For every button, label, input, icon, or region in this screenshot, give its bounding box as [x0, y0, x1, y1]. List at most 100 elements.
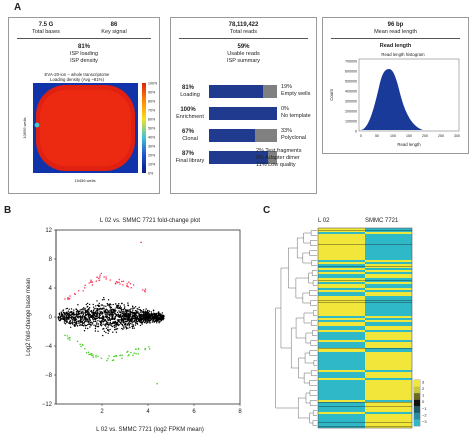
isp-row-pct: 87%	[181, 151, 194, 157]
ma-point	[121, 327, 123, 330]
ma-point	[87, 312, 89, 315]
heatmap-cell	[318, 340, 365, 343]
heatmap-cell	[318, 228, 365, 231]
ma-point	[98, 305, 101, 307]
ma-point	[115, 314, 118, 317]
chip-edge-spot	[34, 122, 40, 128]
ma-y-tick: 8	[49, 257, 53, 263]
ma-point	[60, 311, 62, 313]
ma-point	[109, 328, 111, 331]
ma-point	[107, 322, 109, 324]
ma-point	[82, 312, 85, 314]
ma-point	[81, 323, 84, 325]
ma-point	[81, 308, 83, 311]
ma-point	[158, 316, 160, 318]
histogram-x-tick: 0	[360, 134, 362, 138]
ma-point	[104, 324, 106, 326]
ma-point	[134, 316, 136, 319]
ma-point	[91, 310, 93, 313]
ma-point	[103, 305, 105, 307]
heatmap-cell	[318, 424, 365, 427]
heatmap-cell	[365, 410, 412, 413]
isp-row-clonal: 67% Clonal 33% Polyclonal	[171, 128, 316, 150]
legend-swatch	[414, 399, 420, 407]
ma-point	[75, 308, 77, 310]
ma-point	[106, 302, 109, 305]
ma-point	[116, 304, 119, 306]
ma-point	[84, 327, 87, 329]
heatmap-cell	[318, 294, 365, 297]
ma-point-up	[142, 289, 144, 291]
ma-point	[125, 328, 128, 330]
heatmap-dendrogram	[275, 230, 317, 426]
heatmap-cell	[318, 388, 365, 391]
ma-point	[91, 312, 93, 314]
ma-point	[83, 307, 85, 309]
heatmap-cell	[318, 360, 365, 363]
ma-point	[117, 324, 120, 327]
heatmap-cell	[365, 378, 412, 381]
heatmap-cell	[365, 288, 412, 291]
ma-point	[129, 310, 132, 313]
heatmap-cell	[318, 322, 365, 325]
density-color-scale	[142, 83, 146, 173]
ma-point-up	[105, 276, 107, 278]
ma-point	[140, 322, 143, 324]
isp-row-right-pct: 33%	[281, 128, 293, 134]
ma-ylabel: Log2 fold-change base mean	[26, 278, 32, 356]
ma-point	[114, 326, 116, 329]
ma-point	[120, 313, 122, 316]
ma-point	[105, 311, 107, 314]
heatmap-cell	[365, 358, 412, 361]
ma-point	[65, 321, 68, 323]
ma-point-down	[87, 351, 90, 353]
ma-point	[117, 305, 119, 307]
heatmap-cell	[318, 230, 365, 233]
ma-point	[82, 310, 84, 312]
heatmap-cell	[318, 336, 365, 339]
ma-point	[107, 312, 109, 314]
isp-bar-gray	[268, 151, 277, 164]
ma-point-down	[107, 357, 109, 360]
ma-point	[144, 310, 147, 312]
ma-point	[84, 320, 86, 322]
ma-point-down	[106, 359, 108, 362]
ma-point	[74, 320, 76, 322]
heatmap-cell	[318, 312, 365, 315]
ma-point-down	[137, 348, 140, 350]
heatmap-cell	[365, 254, 412, 257]
ma-point	[142, 311, 144, 313]
ma-point	[106, 315, 109, 318]
ma-point-down	[126, 351, 128, 353]
ma-point	[155, 312, 157, 315]
ma-point	[85, 318, 88, 320]
ma-point	[93, 324, 95, 326]
heatmap-y-label: 10656 wells	[22, 117, 27, 138]
ma-point	[152, 316, 155, 318]
ma-point	[162, 317, 164, 319]
heatmap-cell	[365, 420, 412, 423]
ma-point	[82, 313, 85, 316]
ma-point	[135, 311, 138, 313]
ma-point	[114, 303, 117, 305]
heatmap-cell	[318, 384, 365, 387]
ma-point	[118, 316, 121, 318]
ma-point	[130, 308, 132, 310]
ma-point	[71, 310, 73, 313]
ma-point	[127, 315, 129, 318]
ma-point	[111, 317, 114, 319]
ma-point	[92, 320, 95, 322]
ma-point	[68, 312, 70, 315]
ma-point	[142, 309, 145, 311]
ma-point-down	[97, 355, 99, 358]
ma-point	[142, 318, 145, 320]
heatmap-cell	[365, 230, 412, 233]
ma-point-up	[69, 295, 71, 297]
ma-point	[84, 317, 86, 319]
heatmap-cell	[365, 404, 412, 407]
heatmap-cell	[318, 272, 365, 275]
ma-point	[70, 308, 73, 310]
histogram-x-tick: 200	[422, 134, 428, 138]
ma-point	[91, 316, 93, 319]
ma-point-down	[92, 354, 94, 356]
